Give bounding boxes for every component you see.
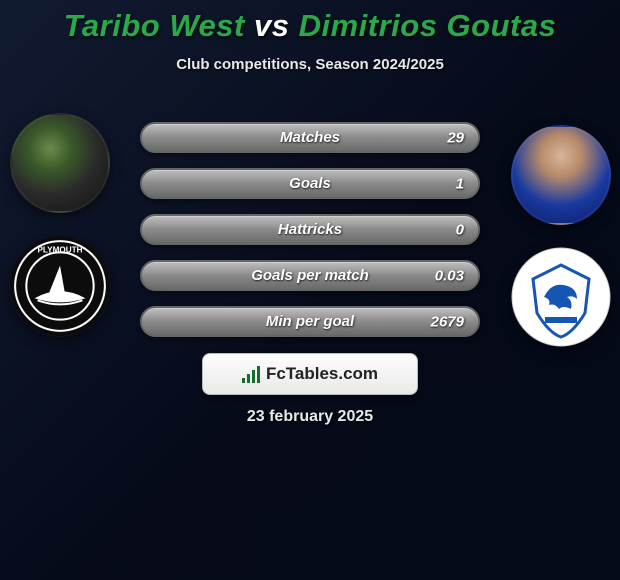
page-title: Taribo West vs Dimitrios Goutas: [0, 0, 620, 44]
stat-label: Goals per match: [251, 267, 369, 284]
brand-bars-icon: [242, 365, 260, 383]
stat-label: Min per goal: [266, 313, 354, 330]
stat-label: Matches: [280, 129, 340, 146]
player1-club-badge: PLYMOUTH: [9, 235, 111, 337]
stat-value-right: 0: [456, 221, 464, 238]
stat-value-right: 0.03: [435, 267, 464, 284]
stat-label: Goals: [289, 175, 331, 192]
cardiff-badge-icon: [511, 247, 611, 347]
svg-text:PLYMOUTH: PLYMOUTH: [37, 245, 82, 254]
stat-value-right: 2679: [431, 313, 464, 330]
stats-list: Matches 29 Goals 1 Hattricks 0 Goals per…: [140, 122, 480, 337]
subtitle: Club competitions, Season 2024/2025: [0, 56, 620, 73]
comparison-card: Taribo West vs Dimitrios Goutas Club com…: [0, 0, 620, 580]
title-vs: vs: [254, 8, 289, 43]
stat-row-goals: Goals 1: [140, 168, 480, 199]
date-label: 23 february 2025: [0, 408, 620, 426]
stat-row-min-per-goal: Min per goal 2679: [140, 306, 480, 337]
title-player2: Dimitrios Goutas: [299, 8, 557, 43]
player2-avatar: [511, 125, 611, 225]
right-column: [511, 125, 611, 347]
player1-avatar: [10, 113, 110, 213]
stat-row-hattricks: Hattricks 0: [140, 214, 480, 245]
stat-row-goals-per-match: Goals per match 0.03: [140, 260, 480, 291]
stat-label: Hattricks: [278, 221, 342, 238]
title-player1: Taribo West: [64, 8, 245, 43]
player2-club-badge: [511, 247, 611, 347]
plymouth-badge-icon: PLYMOUTH: [9, 235, 111, 337]
brand-text: FcTables.com: [266, 364, 378, 384]
left-column: PLYMOUTH: [9, 113, 111, 337]
stat-value-right: 1: [456, 175, 464, 192]
stat-value-right: 29: [447, 129, 464, 146]
stat-row-matches: Matches 29: [140, 122, 480, 153]
brand-pill[interactable]: FcTables.com: [202, 353, 418, 395]
